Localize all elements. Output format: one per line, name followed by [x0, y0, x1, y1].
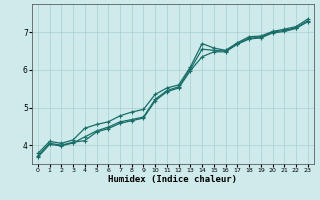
X-axis label: Humidex (Indice chaleur): Humidex (Indice chaleur)	[108, 175, 237, 184]
